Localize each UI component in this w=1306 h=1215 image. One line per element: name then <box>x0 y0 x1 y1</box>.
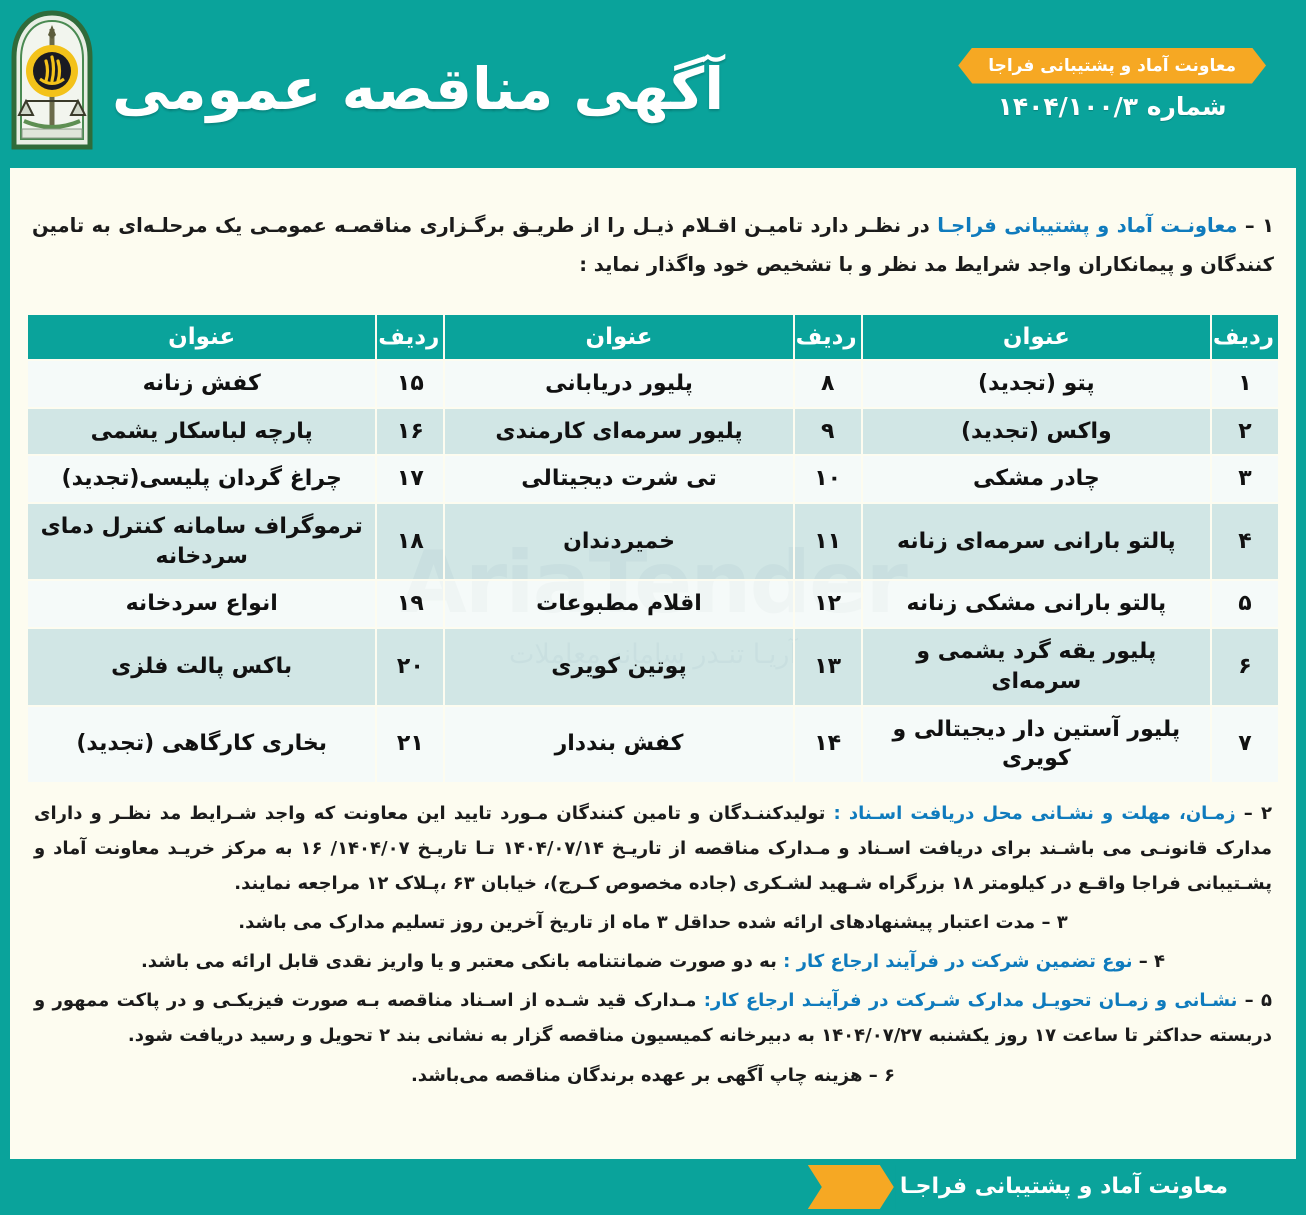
item-number: ۲۱ <box>375 704 446 784</box>
document-body: AriaTender آریـا تنـدر سامانه معاملات ۱ … <box>10 168 1296 1203</box>
clause-2-label: زمـان، مهلت و نشـانی محل دریافت اسـناد : <box>833 802 1236 824</box>
clause-5-number: ۵ – <box>1244 990 1272 1012</box>
item-title: پوتین کویری <box>443 627 795 707</box>
item-number: ۱۷ <box>375 454 446 505</box>
clause-4-text: به دو صورت ضمانتنامه بانکی معتبر و یا وا… <box>140 951 777 973</box>
item-title: تی شرت دیجیتالی <box>443 454 795 505</box>
item-title: پالتو بارانی سرمه‌ای زنانه <box>860 502 1213 582</box>
table-row: ۲ واکس (تجدید) ۹ پلیور سرمه‌ای کارمندی ۱… <box>25 406 1280 457</box>
header-row-3: ردیف <box>375 313 446 361</box>
footer-brand-group: معاونت آماد و پشتیبانی فراجـا <box>807 1165 1246 1209</box>
header-title-2: عنوان <box>443 313 795 361</box>
clauses-section: ۲ – زمـان، مهلت و نشـانی محل دریافت اسـن… <box>26 784 1280 1093</box>
clause-4-number: ۴ – <box>1138 951 1166 973</box>
header-title-block: آگهی مناقصه عمومی <box>112 49 725 123</box>
clause-3: ۳ – مدت اعتبار پیشنهادهای ارائه شده حداق… <box>34 905 1272 940</box>
item-title: چادر مشکی <box>860 454 1213 505</box>
item-title: خمیردندان <box>443 502 795 582</box>
table-head: ردیف عنوان ردیف عنوان ردیف عنوان <box>25 313 1280 361</box>
intro-paragraph: ۱ – معاونـت آماد و پشتیبانی فراجـا در نظ… <box>26 202 1280 294</box>
organization-badge: معاونت آماد و پشتیبانی فراجا <box>958 48 1266 84</box>
item-title: پتو (تجدید) <box>860 359 1213 409</box>
clause-6-number: ۶ – <box>868 1064 896 1086</box>
item-title: اقلام مطبوعات <box>443 579 795 630</box>
clause-4: ۴ – نوع تضمین شرکت در فرآیند ارجاع کار :… <box>34 944 1272 979</box>
item-number: ۱۴ <box>792 704 863 784</box>
clause-3-number: ۳ – <box>1041 912 1068 934</box>
table-row: ۷ پلیور آستین دار دیجیتالی و کویری ۱۴ کف… <box>25 704 1280 784</box>
page-title: آگهی مناقصه عمومی <box>112 54 725 123</box>
item-title: بخاری کارگاهی (تجدید) <box>25 704 378 784</box>
item-number: ۹ <box>792 406 863 457</box>
item-title: پالتو بارانی مشکی زنانه <box>860 579 1213 630</box>
clause-5: ۵ – نشـانی و زمـان تحویـل مدارک شـرکت در… <box>34 983 1272 1053</box>
header-row-1: ردیف <box>1210 313 1280 361</box>
issue-number: شماره ۱۴۰۴/۱۰۰/۳ <box>997 91 1227 121</box>
clause-2-text: تولیدکننـدگان و تامین کنندگان مـورد تایی… <box>34 802 1273 895</box>
item-number: ۱۸ <box>375 502 446 582</box>
item-number: ۱۵ <box>375 359 446 409</box>
item-number: ۲ <box>1210 406 1280 457</box>
table-row: ۳ چادر مشکی ۱۰ تی شرت دیجیتالی ۱۷ چراغ گ… <box>25 454 1280 505</box>
clause-2-number: ۲ – <box>1243 802 1272 824</box>
item-number: ۶ <box>1210 627 1280 707</box>
intro-highlight: معاونـت آماد و پشتیبانی فراجـا <box>937 213 1238 237</box>
header-badge-group: معاونت آماد و پشتیبانی فراجا شماره ۱۴۰۴/… <box>958 48 1266 121</box>
item-number: ۲۰ <box>375 627 446 707</box>
item-title: پلیور آستین دار دیجیتالی و کویری <box>860 704 1213 784</box>
table-row: ۱ پتو (تجدید) ۸ پلیور دریابانی ۱۵ کفش زن… <box>25 359 1280 409</box>
item-title: واکس (تجدید) <box>860 406 1213 457</box>
table-body: ۱ پتو (تجدید) ۸ پلیور دریابانی ۱۵ کفش زن… <box>25 359 1280 784</box>
item-title: انواع سردخانه <box>25 579 378 630</box>
item-title: کفش بنددار <box>443 704 795 784</box>
page-header: معاونت آماد و پشتیبانی فراجا شماره ۱۴۰۴/… <box>0 0 1306 168</box>
table-row: ۶ پلیور یقه گرد یشمی و سرمه‌ای ۱۳ پوتین … <box>25 627 1280 707</box>
faraja-police-emblem-icon <box>6 9 98 159</box>
clause-5-label: نشـانی و زمـان تحویـل مدارک شـرکت در فرآ… <box>703 990 1238 1012</box>
clause-6: ۶ – هزینه چاپ آگهی بر عهده برندگان مناقص… <box>34 1058 1272 1093</box>
table-row: ۴ پالتو بارانی سرمه‌ای زنانه ۱۱ خمیردندا… <box>25 502 1280 582</box>
table-row: ۵ پالتو بارانی مشکی زنانه ۱۲ اقلام مطبوع… <box>25 579 1280 630</box>
item-title: پارچه لباسکار یشمی <box>25 406 378 457</box>
item-title: پلیور دریابانی <box>443 359 795 409</box>
item-title: چراغ گردان پلیسی(تجدید) <box>25 454 378 505</box>
header-title-3: عنوان <box>25 313 378 361</box>
item-number: ۱۲ <box>792 579 863 630</box>
item-title: باکس پالت فلزی <box>25 627 378 707</box>
item-number: ۱ <box>1210 359 1280 409</box>
item-number: ۱۱ <box>792 502 863 582</box>
item-number: ۱۰ <box>792 454 863 505</box>
item-number: ۳ <box>1210 454 1280 505</box>
clause-5-text: مـدارک قید شـده از اسـناد مناقصه بـه صور… <box>34 990 1272 1047</box>
item-title: پلیور سرمه‌ای کارمندی <box>443 406 795 457</box>
footer-label: معاونت آماد و پشتیبانی فراجـا <box>893 1165 1246 1209</box>
clause-2: ۲ – زمـان، مهلت و نشـانی محل دریافت اسـن… <box>34 796 1272 901</box>
item-title: پلیور یقه گرد یشمی و سرمه‌ای <box>860 627 1213 707</box>
clause-6-text: هزینه چاپ آگهی بر عهده برندگان مناقصه می… <box>410 1064 863 1086</box>
intro-text: در نظـر دارد تامیـن اقـلام ذیـل را از طر… <box>32 213 1274 276</box>
clause-4-label: نوع تضمین شرکت در فرآیند ارجاع کار : <box>783 951 1133 973</box>
item-title: ترموگراف سامانه کنترل دمای سردخانه <box>25 502 378 582</box>
item-number: ۸ <box>792 359 863 409</box>
item-number: ۷ <box>1210 704 1280 784</box>
item-title: کفش زنانه <box>25 359 378 409</box>
header-row-2: ردیف <box>792 313 863 361</box>
items-table: ردیف عنوان ردیف عنوان ردیف عنوان ۱ پتو (… <box>25 313 1280 784</box>
item-number: ۱۶ <box>375 406 446 457</box>
footer-chevron-icon <box>807 1165 894 1209</box>
page-footer: معاونت آماد و پشتیبانی فراجـا <box>0 1159 1306 1215</box>
intro-clause-number: ۱ – <box>1244 213 1275 237</box>
item-number: ۵ <box>1210 579 1280 630</box>
item-number: ۱۳ <box>792 627 863 707</box>
table-header-row: ردیف عنوان ردیف عنوان ردیف عنوان <box>25 313 1280 361</box>
header-title-1: عنوان <box>860 313 1213 361</box>
item-number: ۴ <box>1210 502 1280 582</box>
item-number: ۱۹ <box>375 579 446 630</box>
clause-3-text: مدت اعتبار پیشنهادهای ارائه شده حداقل ۳ … <box>238 912 1036 934</box>
